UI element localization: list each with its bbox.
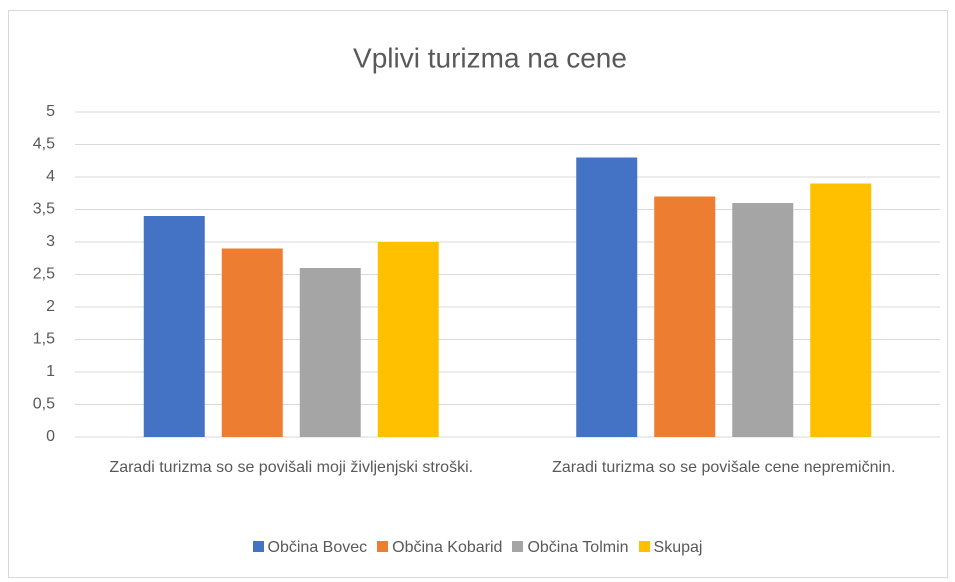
chart-title: Vplivi turizma na cene — [353, 42, 627, 73]
legend-item: Občina Bovec — [252, 539, 368, 557]
legend-swatch — [252, 541, 264, 552]
legend-item: Skupaj — [638, 539, 703, 557]
legend-label: Skupaj — [653, 539, 703, 556]
y-tick-label: 2,5 — [33, 266, 55, 283]
y-tick-label: 3,5 — [33, 201, 55, 218]
x-tick-label: Zaradi turizma so se povišale cene nepre… — [552, 459, 896, 476]
y-tick-label: 1,5 — [33, 331, 55, 348]
legend-label: Občina Bovec — [267, 539, 368, 556]
bar — [576, 157, 638, 437]
y-tick-label: 3 — [46, 233, 55, 250]
y-tick-label: 0,5 — [33, 396, 55, 413]
bar — [654, 196, 716, 437]
legend-item: Občina Tolmin — [512, 539, 629, 557]
bar — [143, 216, 205, 437]
y-tick-label: 0 — [46, 428, 55, 445]
y-tick-label: 4,5 — [33, 136, 55, 153]
legend-swatch — [512, 541, 524, 552]
bar — [299, 268, 361, 437]
legend-item: Občina Kobarid — [377, 539, 502, 557]
bar — [221, 248, 283, 437]
legend-label: Občina Tolmin — [527, 539, 629, 556]
y-tick-label: 5 — [46, 103, 55, 120]
legend: Občina Bovec Občina Kobarid Občina Tolmin S… — [0, 539, 955, 557]
legend-swatch — [377, 541, 389, 552]
y-tick-label: 4 — [46, 168, 55, 185]
y-tick-label: 2 — [46, 298, 55, 315]
x-tick-label: Zaradi turizma so se povišali moji življ… — [109, 459, 474, 476]
bar — [377, 242, 439, 437]
legend-swatch — [638, 541, 650, 552]
y-tick-label: 1 — [46, 363, 55, 380]
bar — [810, 183, 872, 437]
bar — [732, 203, 794, 437]
legend-label: Občina Kobarid — [392, 539, 503, 556]
